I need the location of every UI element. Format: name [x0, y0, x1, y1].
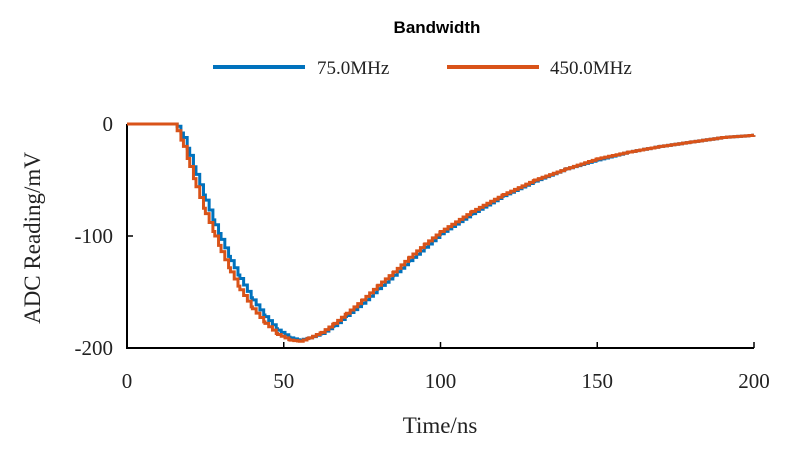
- series-line-1: [127, 122, 756, 343]
- series-group: [127, 122, 756, 343]
- x-tick-label: 200: [738, 369, 770, 393]
- y-tick-label: 0: [103, 112, 114, 136]
- x-axis-label: Time/ns: [403, 413, 478, 438]
- ticks: 0 50 100 150 200 0 -100 -200: [75, 112, 770, 393]
- y-tick-label: -100: [75, 224, 114, 248]
- x-tick-label: 0: [122, 369, 133, 393]
- legend-label-series-1: 450.0MHz: [550, 58, 632, 79]
- x-tick-label: 100: [425, 369, 457, 393]
- legend: Bandwidth 75.0MHz 450.0MHz: [213, 18, 632, 79]
- y-tick-label: -200: [75, 336, 114, 360]
- x-tick-label: 150: [582, 369, 614, 393]
- legend-label-series-0: 75.0MHz: [317, 58, 389, 79]
- y-axis-label: ADC Reading/mV: [20, 152, 45, 324]
- legend-title: Bandwidth: [394, 18, 481, 37]
- x-tick-label: 50: [273, 369, 294, 393]
